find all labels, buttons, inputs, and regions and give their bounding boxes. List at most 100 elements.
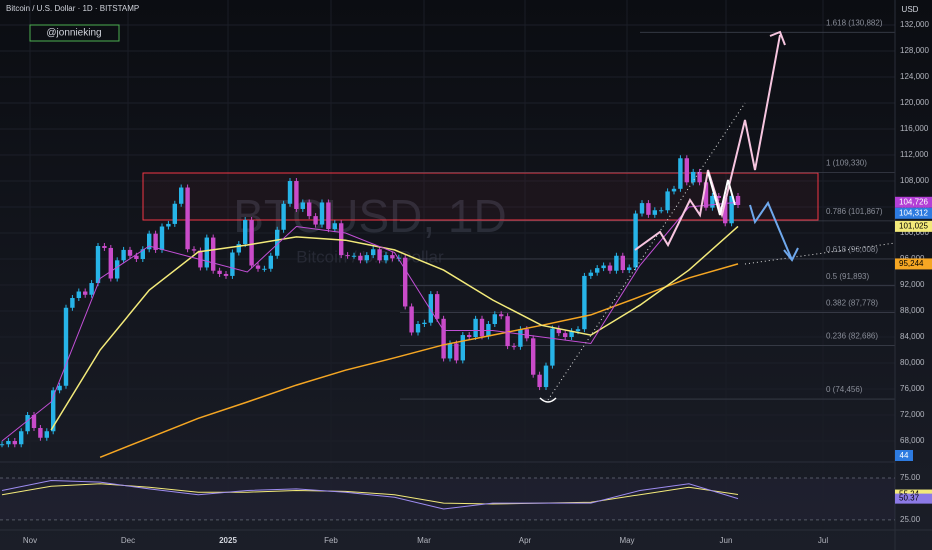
price-tag-label: 101,025 xyxy=(899,221,928,230)
candle xyxy=(691,171,696,183)
bull-scenario xyxy=(634,34,781,251)
candle xyxy=(358,255,363,261)
candle xyxy=(467,335,472,338)
candle xyxy=(102,246,107,248)
candle xyxy=(198,250,203,268)
candle xyxy=(6,441,11,445)
y-tick-label: 108,000 xyxy=(900,176,929,185)
candle xyxy=(556,328,561,334)
candle xyxy=(665,191,670,211)
x-tick-label: Nov xyxy=(23,536,37,545)
candle xyxy=(140,249,145,260)
x-tick-label: Dec xyxy=(121,536,135,545)
candle xyxy=(575,329,581,332)
y-tick-label: 68,000 xyxy=(900,436,925,445)
candle xyxy=(217,270,222,274)
candle xyxy=(735,195,741,205)
candle xyxy=(524,329,529,339)
author-box xyxy=(29,24,120,42)
y-tick-label: 116,000 xyxy=(900,124,929,133)
candle xyxy=(172,203,177,224)
series-line xyxy=(50,225,739,431)
candle xyxy=(396,257,401,259)
candle xyxy=(76,291,81,299)
candle xyxy=(671,188,677,192)
x-tick-label: Jul xyxy=(818,536,828,545)
candle xyxy=(627,267,632,271)
candle xyxy=(377,249,382,261)
candle xyxy=(511,346,517,348)
candle xyxy=(531,338,536,375)
candle xyxy=(409,306,414,333)
candle xyxy=(83,291,88,295)
y-tick-label: 76,000 xyxy=(900,384,925,393)
candle xyxy=(345,255,350,257)
candle xyxy=(620,255,625,271)
candle xyxy=(25,415,30,432)
candle xyxy=(44,431,49,438)
candle xyxy=(255,265,261,269)
candle xyxy=(435,294,440,319)
candle xyxy=(716,195,721,198)
candle xyxy=(441,318,446,359)
candle xyxy=(390,255,395,259)
candle xyxy=(403,257,408,307)
series-line xyxy=(1,201,739,442)
rsi-tag-label: 50.37 xyxy=(899,494,920,503)
candle xyxy=(249,220,254,266)
candle xyxy=(703,182,709,208)
candle xyxy=(601,265,606,269)
candle xyxy=(127,249,133,256)
price-tag xyxy=(895,220,932,232)
candle xyxy=(543,365,549,388)
candle xyxy=(211,237,216,271)
rsi-band xyxy=(0,477,895,520)
candle xyxy=(550,328,555,366)
candle xyxy=(147,233,152,250)
series-line xyxy=(1,479,739,510)
candle xyxy=(153,233,158,250)
candle xyxy=(607,265,613,271)
fib-label: 0.236 (82,686) xyxy=(826,332,878,341)
candle xyxy=(31,415,37,429)
candle xyxy=(57,385,62,391)
candle xyxy=(595,268,600,273)
candle xyxy=(243,220,248,245)
volume-tag: 44 xyxy=(900,451,909,460)
candle xyxy=(223,273,229,276)
candle xyxy=(134,255,139,260)
x-tick-label: 2025 xyxy=(219,536,237,545)
candle xyxy=(614,255,619,271)
arrow-head xyxy=(769,30,786,46)
candle xyxy=(236,244,241,253)
y-tick-label: 132,000 xyxy=(900,20,929,29)
candle xyxy=(518,329,523,347)
grid xyxy=(0,0,895,530)
fib-label: 0.786 (101,867) xyxy=(826,207,883,216)
watermark-sub: Bitcoin / U.S. Dollar xyxy=(296,247,444,266)
y-tick-label: 128,000 xyxy=(900,46,929,55)
candle xyxy=(364,255,369,261)
x-tick-label: May xyxy=(619,536,634,545)
candle xyxy=(204,237,209,268)
candle xyxy=(319,202,325,225)
candle xyxy=(588,272,593,276)
y-tick-label: 120,000 xyxy=(900,98,929,107)
candle xyxy=(332,223,337,230)
candle xyxy=(268,255,273,269)
candle xyxy=(563,333,568,338)
price-axis: 68,000 72,000 76,000 80,000 84,000 88,000 92,0… xyxy=(895,20,932,445)
y-tick-label: 84,000 xyxy=(900,332,925,341)
candle xyxy=(38,428,43,438)
y-tick-label: 112,000 xyxy=(900,150,929,159)
candle xyxy=(230,252,235,276)
fib-label: 1 (109,330) xyxy=(826,158,867,167)
candle xyxy=(505,316,510,347)
currency: USD xyxy=(902,5,919,14)
candle xyxy=(428,294,433,323)
candle xyxy=(460,335,465,361)
candle xyxy=(108,247,113,279)
